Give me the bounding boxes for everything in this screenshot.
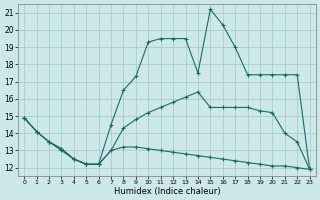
X-axis label: Humidex (Indice chaleur): Humidex (Indice chaleur): [114, 187, 220, 196]
